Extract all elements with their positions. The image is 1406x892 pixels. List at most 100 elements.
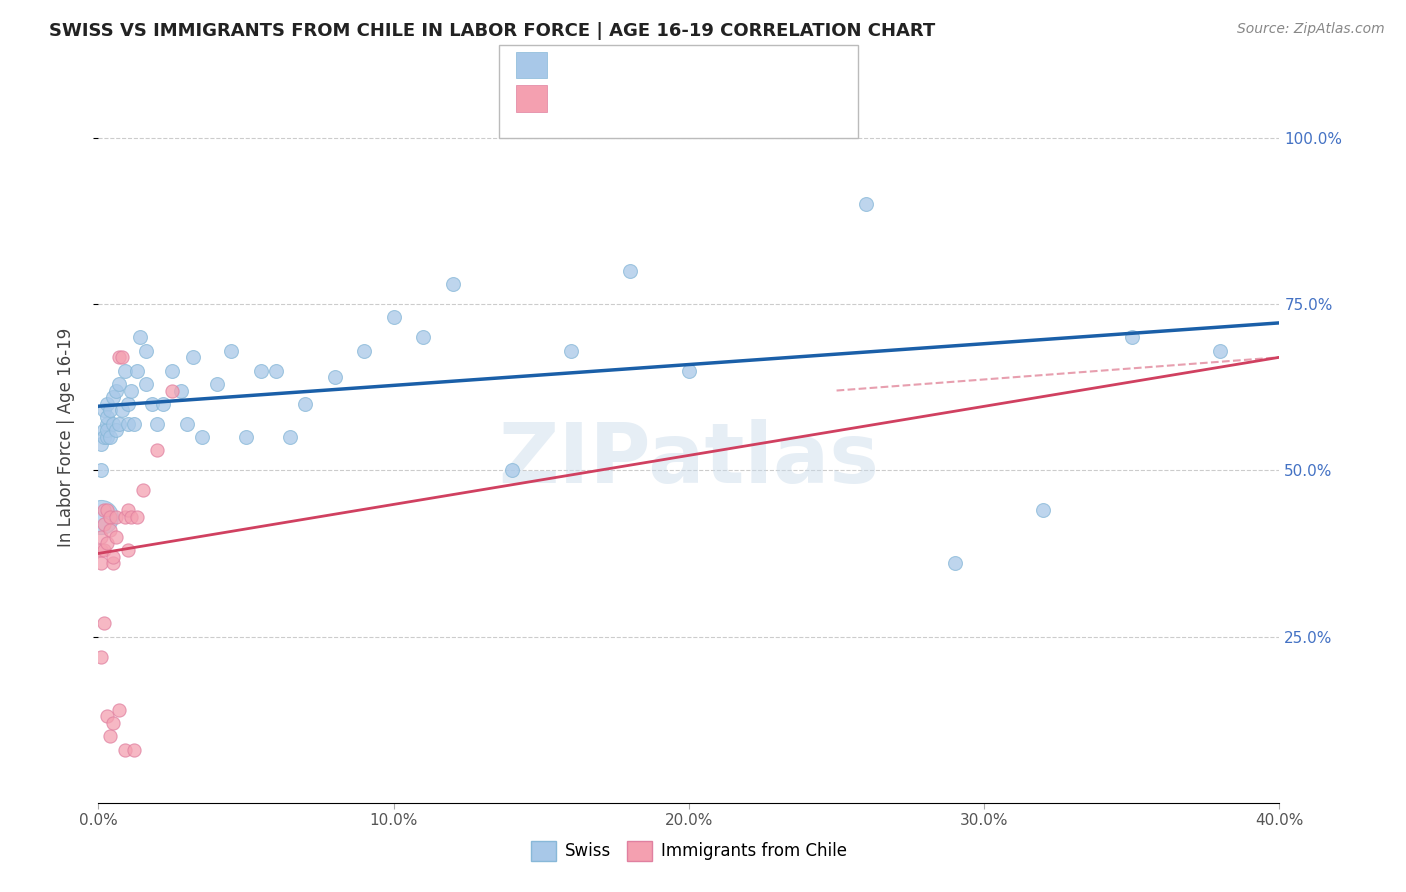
Point	[117, 397, 139, 411]
Point	[98, 729, 121, 743]
Point	[125, 363, 148, 377]
Point	[323, 370, 346, 384]
Point	[162, 384, 183, 398]
Point	[412, 330, 434, 344]
Point	[117, 543, 139, 558]
Point	[221, 343, 243, 358]
Point	[117, 503, 139, 517]
Point	[353, 343, 375, 358]
Text: 58: 58	[706, 56, 728, 74]
Point	[90, 436, 112, 450]
Point	[111, 403, 134, 417]
Point	[96, 430, 118, 444]
Point	[135, 376, 157, 391]
Point	[90, 463, 112, 477]
Point	[90, 543, 112, 558]
Point	[103, 390, 125, 404]
Text: N =: N =	[659, 56, 696, 74]
Point	[132, 483, 155, 498]
Point	[141, 397, 163, 411]
Point	[619, 264, 641, 278]
Point	[98, 523, 121, 537]
Point	[120, 509, 142, 524]
Point	[90, 557, 112, 571]
Point	[1209, 343, 1232, 358]
Text: R =: R =	[561, 89, 598, 107]
Point	[105, 384, 128, 398]
Point	[103, 716, 125, 731]
Point	[103, 417, 125, 431]
Point	[96, 410, 118, 425]
Point	[93, 516, 115, 531]
Point	[382, 310, 405, 325]
Point	[98, 509, 121, 524]
Point	[205, 376, 228, 391]
Point	[280, 430, 302, 444]
Point	[181, 351, 204, 365]
Point	[98, 403, 121, 417]
Point	[93, 424, 115, 438]
Text: 0.197: 0.197	[606, 89, 658, 107]
Point	[560, 343, 582, 358]
Text: 24: 24	[706, 89, 730, 107]
Point	[93, 430, 115, 444]
Point	[943, 557, 966, 571]
Point	[108, 376, 131, 391]
Point	[93, 543, 115, 558]
Point	[93, 403, 115, 417]
Point	[108, 417, 131, 431]
Point	[152, 397, 174, 411]
Y-axis label: In Labor Force | Age 16-19: In Labor Force | Age 16-19	[56, 327, 75, 547]
Point	[90, 509, 112, 524]
Point	[93, 616, 115, 631]
Point	[170, 384, 193, 398]
Point	[191, 430, 214, 444]
Point	[162, 363, 183, 377]
Point	[103, 549, 125, 564]
Point	[122, 417, 145, 431]
Point	[122, 742, 145, 756]
Point	[96, 417, 118, 431]
Point	[90, 649, 112, 664]
Point	[264, 363, 287, 377]
Point	[114, 742, 136, 756]
Point	[105, 530, 128, 544]
Point	[98, 430, 121, 444]
Point	[855, 197, 877, 211]
Point	[796, 124, 818, 138]
Text: ZIPatlas: ZIPatlas	[499, 418, 879, 500]
Point	[114, 509, 136, 524]
Point	[501, 463, 523, 477]
Point	[108, 703, 131, 717]
Point	[441, 277, 464, 292]
Point	[96, 424, 118, 438]
Point	[235, 430, 257, 444]
Text: 0.289: 0.289	[606, 56, 658, 74]
Point	[105, 509, 128, 524]
Point	[128, 330, 150, 344]
Point	[114, 363, 136, 377]
Point	[146, 443, 169, 458]
Point	[125, 509, 148, 524]
Point	[90, 530, 112, 544]
Point	[105, 424, 128, 438]
Text: Source: ZipAtlas.com: Source: ZipAtlas.com	[1237, 22, 1385, 37]
Text: SWISS VS IMMIGRANTS FROM CHILE IN LABOR FORCE | AGE 16-19 CORRELATION CHART: SWISS VS IMMIGRANTS FROM CHILE IN LABOR …	[49, 22, 935, 40]
Point	[250, 363, 273, 377]
Point	[103, 557, 125, 571]
Point	[117, 417, 139, 431]
Point	[176, 417, 198, 431]
Legend: Swiss, Immigrants from Chile: Swiss, Immigrants from Chile	[524, 834, 853, 868]
Point	[678, 363, 700, 377]
Point	[111, 351, 134, 365]
Point	[96, 709, 118, 723]
Point	[146, 417, 169, 431]
Point	[108, 351, 131, 365]
Point	[1121, 330, 1143, 344]
Point	[96, 397, 118, 411]
Text: N =: N =	[659, 89, 696, 107]
Point	[294, 397, 316, 411]
Point	[96, 503, 118, 517]
Point	[96, 536, 118, 550]
Point	[93, 503, 115, 517]
